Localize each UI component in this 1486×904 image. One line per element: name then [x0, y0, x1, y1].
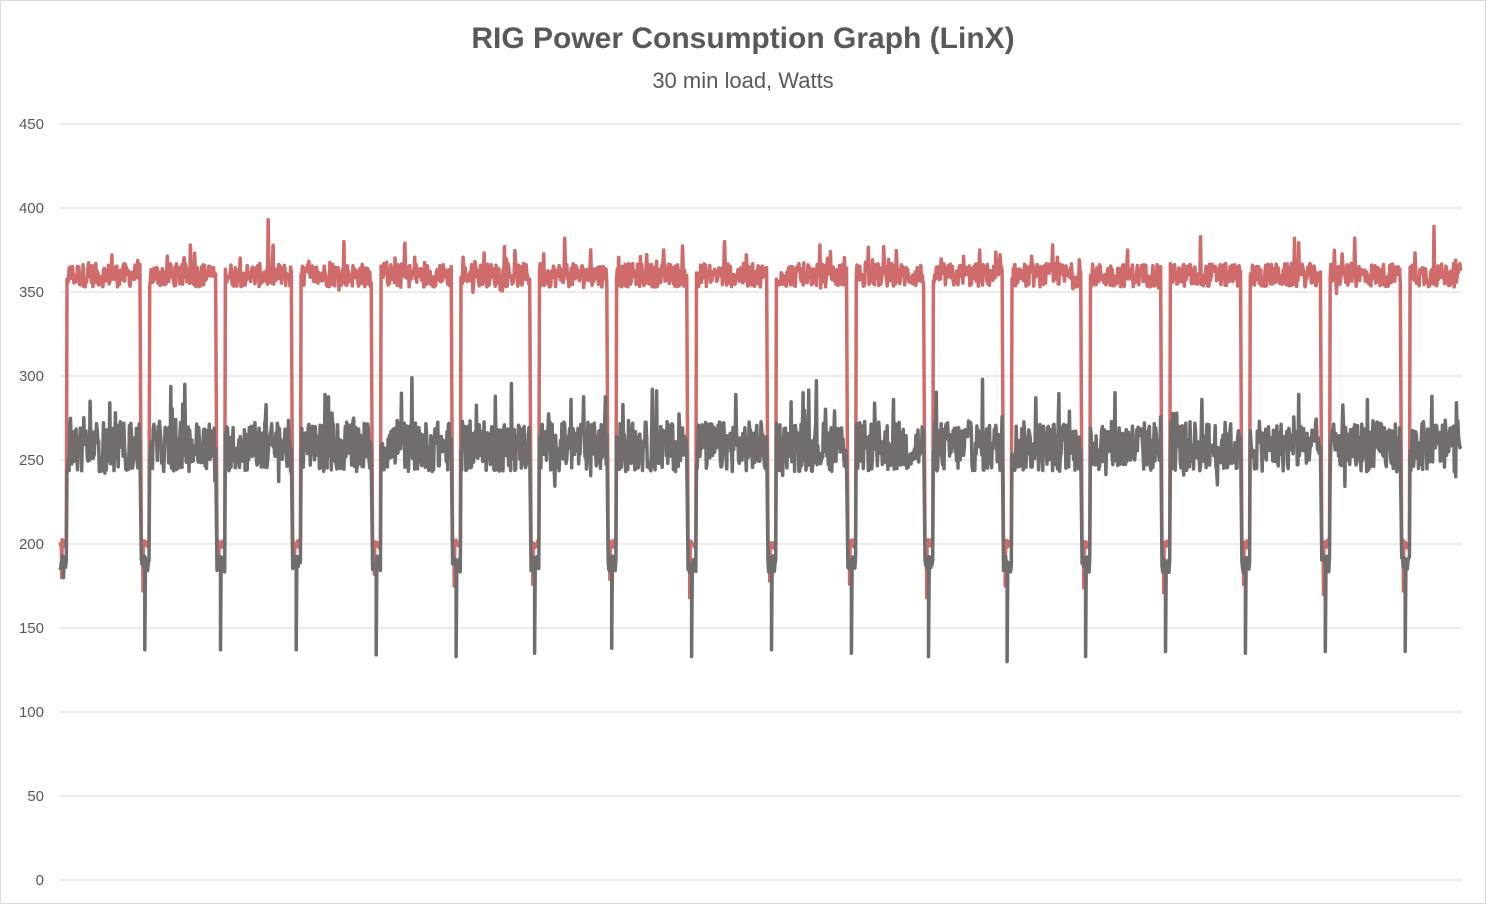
chart-title: RIG Power Consumption Graph (LinX) — [471, 22, 1015, 55]
series-group — [58, 218, 1463, 664]
gridlines — [60, 123, 1462, 881]
y-tick-label: 50 — [27, 788, 44, 805]
series-line-2 — [58, 375, 1463, 664]
y-tick-label: 250 — [19, 452, 44, 469]
y-tick-label: 300 — [19, 368, 44, 385]
y-tick-label: 350 — [19, 284, 44, 301]
y-tick-label: 100 — [19, 704, 44, 721]
chart-subtitle: 30 min load, Watts — [652, 68, 834, 93]
y-tick-label: 400 — [19, 200, 44, 217]
y-axis-ticks: 0 50 100 150 200 250 300 350 400 450 — [19, 116, 44, 889]
y-tick-label: 450 — [19, 116, 44, 133]
y-tick-label: 200 — [19, 536, 44, 553]
y-tick-label: 150 — [19, 620, 44, 637]
y-tick-label: 0 — [36, 872, 44, 889]
